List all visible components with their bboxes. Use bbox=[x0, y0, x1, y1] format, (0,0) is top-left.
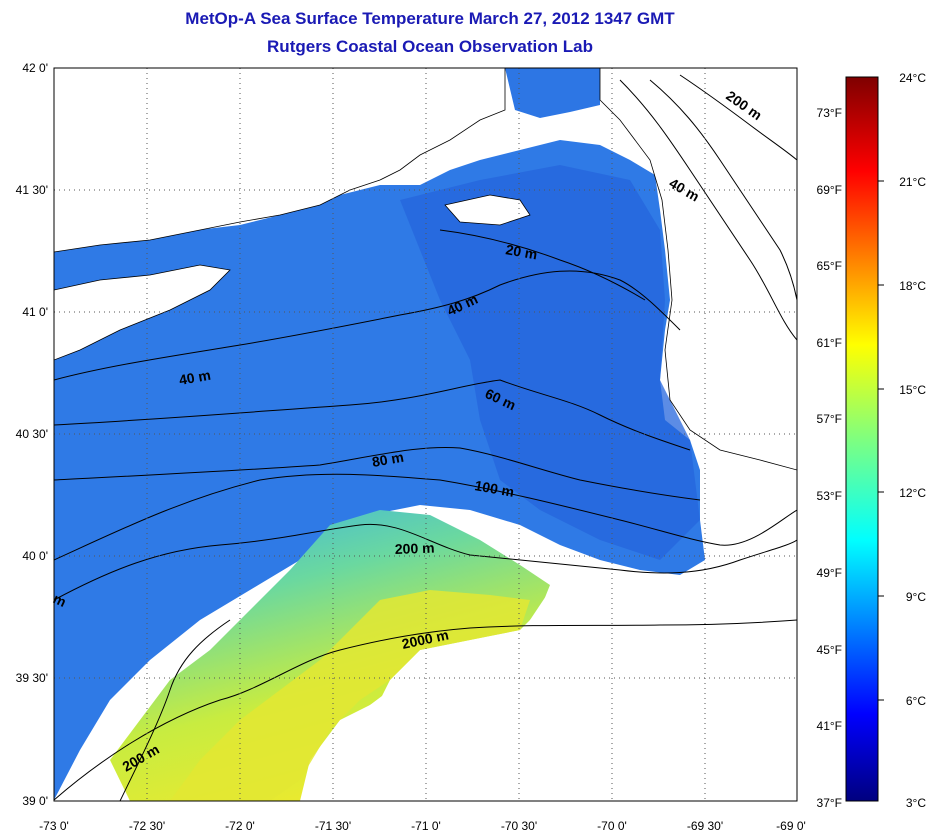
celsius-label: 12°C bbox=[899, 486, 926, 500]
sst-field bbox=[54, 68, 797, 801]
lat-label: 40 30' bbox=[16, 427, 48, 441]
contour-200m-north bbox=[54, 523, 797, 601]
sst-north-patch bbox=[505, 68, 600, 118]
contour-60m bbox=[54, 379, 691, 451]
fahrenheit-label: 61°F bbox=[817, 336, 842, 350]
celsius-label: 18°C bbox=[899, 279, 926, 293]
contour-shelf-east-2 bbox=[649, 79, 797, 301]
no-data-offshore bbox=[300, 560, 797, 801]
contour-label: 40 m bbox=[178, 367, 212, 388]
fahrenheit-label: 57°F bbox=[817, 412, 842, 426]
lon-label: -69 0' bbox=[776, 819, 806, 833]
lat-label: 41 30' bbox=[16, 183, 48, 197]
fahrenheit-label: 69°F bbox=[817, 183, 842, 197]
lon-label: -73 0' bbox=[39, 819, 69, 833]
fahrenheit-label: 41°F bbox=[817, 719, 842, 733]
contour-shelf-east bbox=[619, 79, 797, 341]
fahrenheit-scale: 73°F 69°F 65°F 61°F 57°F 53°F 49°F 45°F … bbox=[817, 106, 842, 810]
land-cape-cod bbox=[599, 68, 797, 471]
contour-label: 20 m bbox=[504, 241, 538, 262]
colorbar bbox=[845, 76, 879, 802]
bathymetry-contours bbox=[54, 74, 797, 801]
lat-label: 40 0' bbox=[22, 549, 48, 563]
lat-label: 42 0' bbox=[22, 61, 48, 75]
celsius-label: 15°C bbox=[899, 383, 926, 397]
contour-label: 100 m bbox=[473, 477, 515, 500]
contour-label: m bbox=[51, 590, 69, 610]
contour-40m-north bbox=[54, 270, 681, 381]
lon-label: -70 30' bbox=[501, 819, 537, 833]
lon-label: -69 30' bbox=[687, 819, 723, 833]
lat-label: 39 0' bbox=[22, 794, 48, 808]
lon-label: -71 0' bbox=[411, 819, 441, 833]
contour-80m bbox=[54, 447, 701, 501]
lon-label: -72 30' bbox=[129, 819, 165, 833]
graticule bbox=[54, 68, 797, 801]
celsius-label: 3°C bbox=[906, 796, 926, 810]
contour-2000m bbox=[54, 619, 797, 801]
lon-label: -72 0' bbox=[225, 819, 255, 833]
celsius-label: 24°C bbox=[899, 71, 926, 85]
land-martha-vineyard bbox=[444, 194, 531, 226]
fahrenheit-label: 49°F bbox=[817, 566, 842, 580]
map-title: MetOp-A Sea Surface Temperature March 27… bbox=[185, 9, 675, 28]
contour-shelf-east-3 bbox=[679, 74, 797, 161]
map-frame bbox=[53, 67, 798, 802]
fahrenheit-label: 73°F bbox=[817, 106, 842, 120]
land-connecticut bbox=[54, 264, 231, 361]
contour-200m-south bbox=[119, 619, 231, 801]
lat-label: 41 0' bbox=[22, 305, 48, 319]
map-subtitle: Rutgers Coastal Ocean Observation Lab bbox=[267, 37, 593, 56]
celsius-label: 21°C bbox=[899, 175, 926, 189]
contour-100m bbox=[54, 473, 797, 561]
celsius-scale: 24°C 21°C 18°C 15°C 12°C 9°C 6°C 3°C bbox=[899, 71, 926, 810]
longitude-labels: -73 0' -72 30' -72 0' -71 30' -71 0' -70… bbox=[39, 819, 806, 833]
contour-label-group: 200 m 40 m 20 m 40 m 40 m 60 m 80 m 100 … bbox=[51, 87, 765, 774]
contour-20m bbox=[439, 229, 646, 301]
colorbar-ticks bbox=[878, 180, 884, 701]
contour-label: 200 m bbox=[395, 540, 435, 557]
lon-label: -70 0' bbox=[597, 819, 627, 833]
fahrenheit-label: 37°F bbox=[817, 796, 842, 810]
contour-label: 80 m bbox=[371, 449, 405, 470]
celsius-label: 9°C bbox=[906, 590, 926, 604]
lon-label: -71 30' bbox=[315, 819, 351, 833]
sst-yellow-core bbox=[170, 590, 530, 801]
celsius-label: 6°C bbox=[906, 694, 926, 708]
lat-label: 39 30' bbox=[16, 671, 48, 685]
sst-blue-band bbox=[400, 165, 700, 560]
fahrenheit-label: 65°F bbox=[817, 259, 842, 273]
fahrenheit-label: 45°F bbox=[817, 643, 842, 657]
latitude-labels: 42 0' 41 30' 41 0' 40 30' 40 0' 39 30' 3… bbox=[16, 61, 48, 808]
fahrenheit-label: 53°F bbox=[817, 489, 842, 503]
